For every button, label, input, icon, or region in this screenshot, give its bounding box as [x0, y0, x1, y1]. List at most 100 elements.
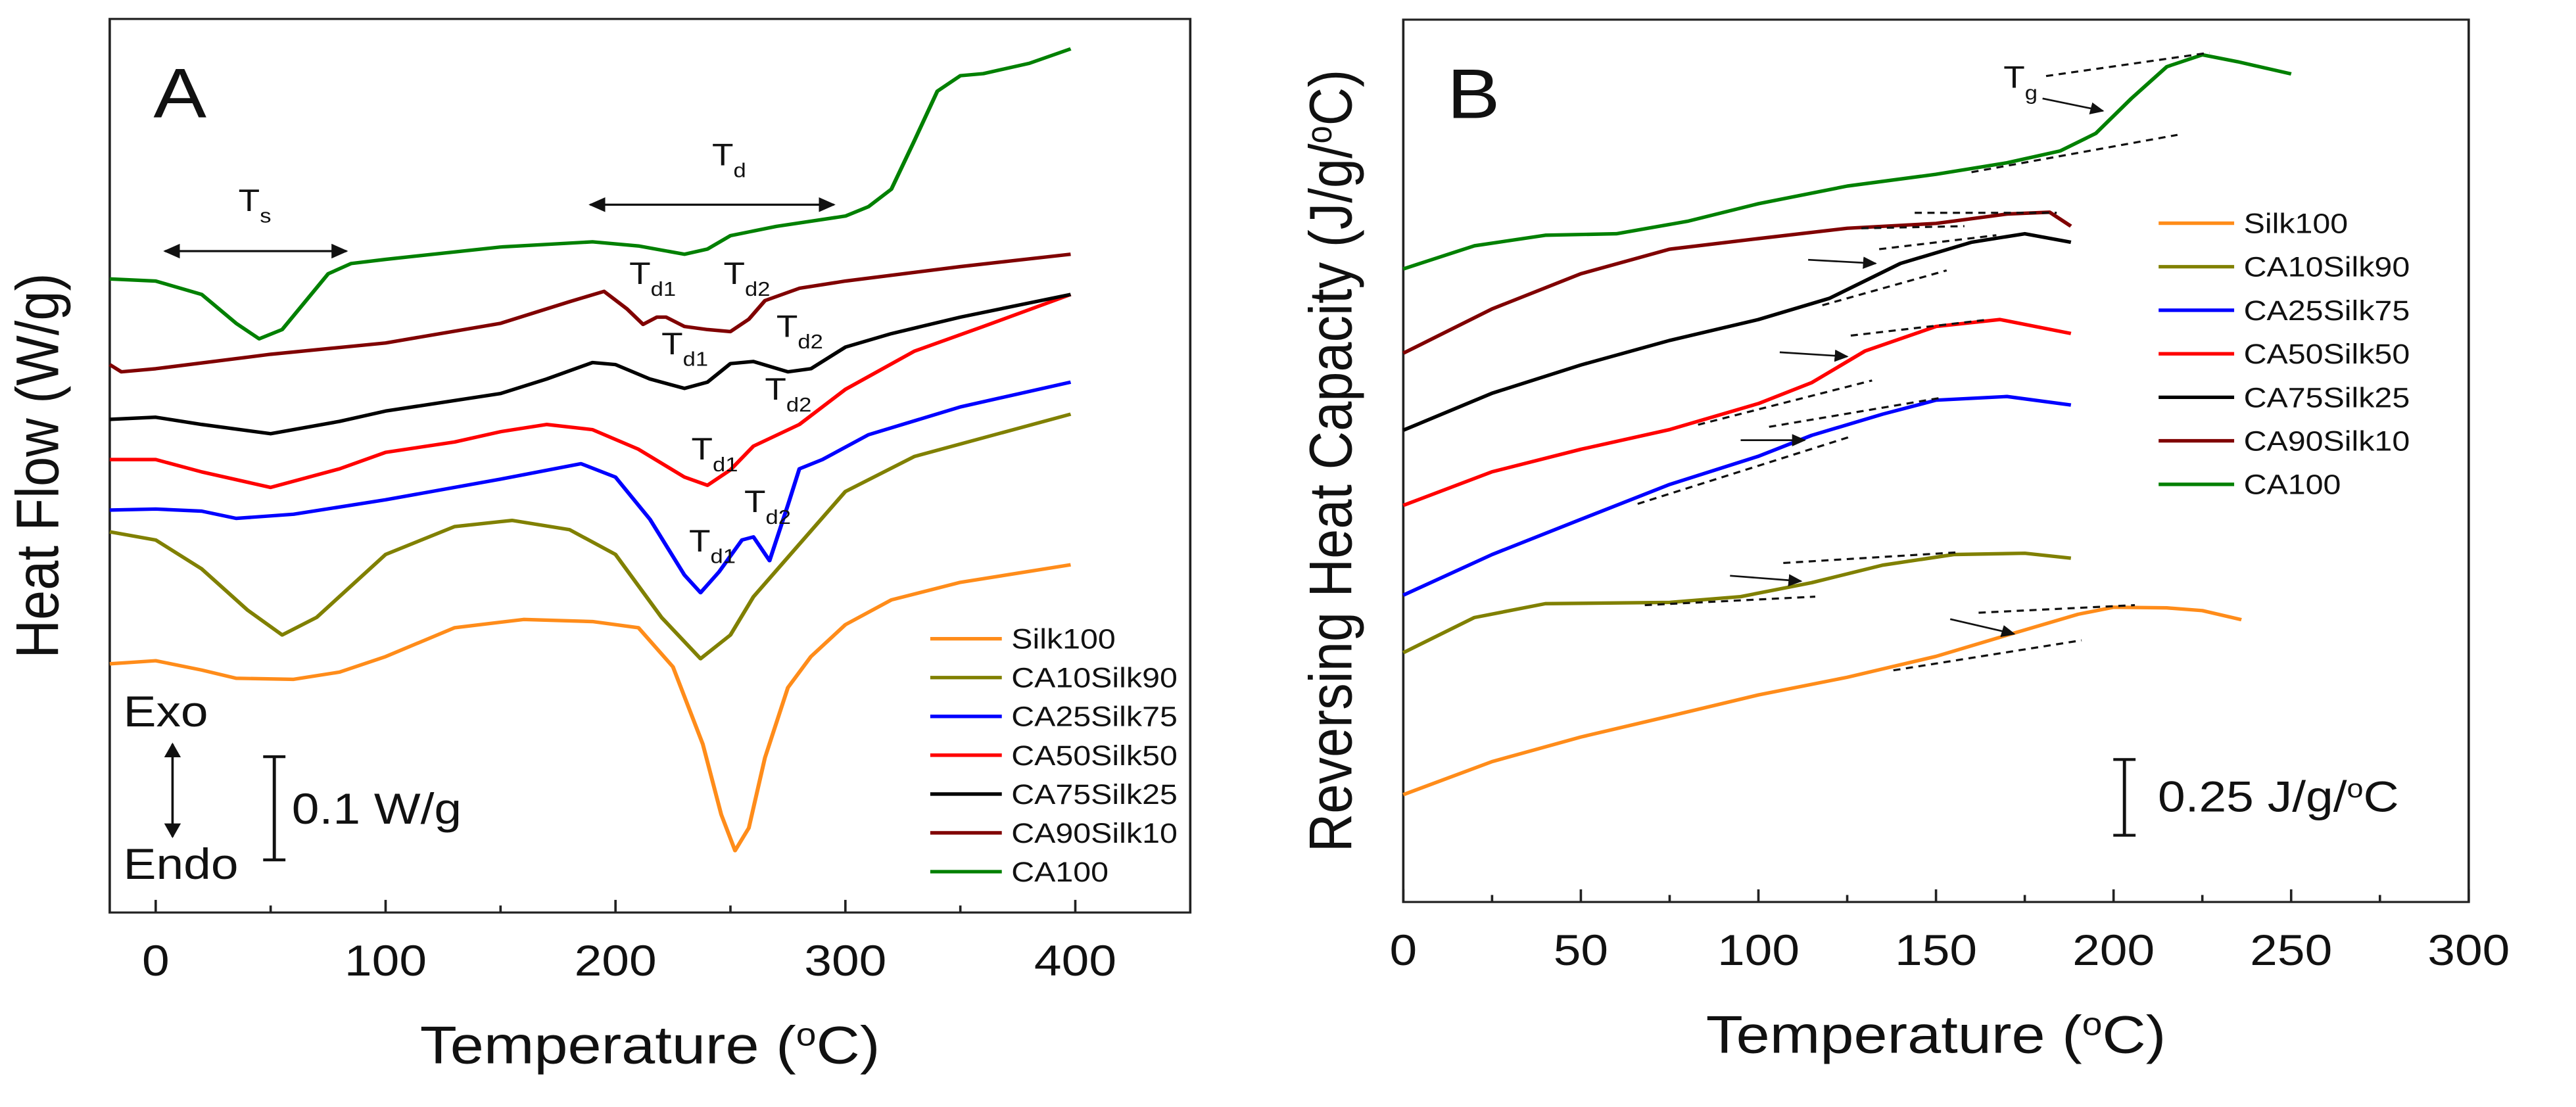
legend-item-ca100: CA100	[2159, 469, 2341, 500]
x-axis-title-sup: o	[796, 1018, 817, 1053]
legend-label: CA100	[2244, 469, 2341, 500]
annotation-label: Td2	[744, 484, 791, 528]
legend-label: CA90Silk10	[1011, 818, 1178, 849]
x-axis-title-post: C)	[2102, 1006, 2166, 1065]
x-tick-label: 0	[142, 936, 170, 985]
tangent-dashed-line	[2045, 51, 2210, 78]
annotation-main: T	[2003, 60, 2025, 95]
legend-label: CA75Silk25	[2244, 382, 2410, 413]
series-line-ca10silk90	[109, 412, 1072, 661]
series-line-ca50silk50	[109, 293, 1072, 490]
x-tick-label: 300	[804, 936, 886, 985]
annotation-main: T	[661, 327, 683, 361]
range-arrow-label: Ts	[239, 183, 272, 227]
annotation-main: T	[765, 372, 786, 406]
tg-arrow	[1730, 574, 1803, 586]
legend-label: CA25Silk75	[1011, 701, 1178, 732]
x-tick-label: 300	[2427, 926, 2510, 974]
annotation-subscript: d2	[745, 277, 770, 300]
series-line-ca25silk75	[1402, 394, 2072, 597]
legend-item-ca50silk50: CA50Silk50	[930, 740, 1178, 771]
scale-bar	[263, 755, 286, 862]
annotation-label: Tg	[2003, 60, 2038, 104]
exo-label: Exo	[123, 687, 208, 736]
legend-label: CA50Silk50	[2244, 339, 2410, 370]
x-tick-label: 100	[1717, 926, 1800, 974]
annotation-subscript: d1	[683, 347, 708, 370]
series-line-ca90silk10	[108, 252, 1071, 374]
x-tick-label: 250	[2250, 926, 2332, 974]
scale-bar-label-main: 0.25 J/g/	[2158, 772, 2347, 820]
range-label-subscript: s	[260, 204, 271, 227]
x-axis-title-sup: o	[2082, 1006, 2103, 1042]
x-axis-title-pre: Temperature (	[1706, 1006, 2082, 1065]
panel-letter: A	[153, 55, 206, 133]
series-line-ca90silk10	[1402, 210, 2072, 355]
legend-item-ca25silk75: CA25Silk75	[2159, 295, 2410, 327]
legend-item-silk100: Silk100	[930, 623, 1116, 655]
annotation-label: Td1	[692, 432, 738, 475]
x-tick-label: 400	[1034, 936, 1116, 985]
legend-item-ca100: CA100	[930, 857, 1109, 888]
range-label-subscript: d	[734, 158, 746, 181]
range-label-main: T	[712, 138, 734, 172]
x-axis-title: Temperature (oC)	[420, 1016, 880, 1075]
y-axis-title: Heat Flow (W/g)	[5, 273, 72, 658]
annotation-label: Td2	[765, 372, 811, 415]
annotation-label: Td2	[723, 256, 770, 300]
x-tick-label: 100	[345, 936, 427, 985]
series-line-ca25silk75	[109, 380, 1072, 595]
legend-item-ca25silk75: CA25Silk75	[930, 701, 1178, 732]
legend-item-ca50silk50: CA50Silk50	[2159, 339, 2410, 370]
legend-item-ca90silk10: CA90Silk10	[930, 818, 1178, 849]
range-label-main: T	[239, 183, 260, 218]
legend-label: CA10Silk90	[1011, 662, 1178, 694]
tangent-dashed-line	[1978, 603, 2135, 614]
y-axis-title-sup: o	[1299, 126, 1339, 143]
legend-item-ca10silk90: CA10Silk90	[2159, 251, 2410, 283]
annotation-subscript: d1	[713, 452, 738, 475]
series-line-ca10silk90	[1402, 551, 2072, 655]
annotation-label: Td2	[776, 309, 823, 352]
tangent-dashed-line	[1850, 318, 1990, 337]
annotation-main: T	[744, 484, 766, 519]
legend-item-ca10silk90: CA10Silk90	[930, 662, 1178, 694]
annotation-subscript: d2	[798, 330, 823, 353]
legend-label: CA25Silk75	[2244, 295, 2410, 327]
tangent-dashed-line	[1861, 225, 1965, 229]
x-tick-label: 150	[1895, 926, 1977, 974]
annotation-subscript: d1	[711, 544, 736, 567]
annotation-label: Td1	[629, 256, 676, 300]
legend-label: CA10Silk90	[2244, 251, 2410, 283]
legend-item-ca75silk25: CA75Silk25	[2159, 382, 2410, 413]
annotation-label: Td1	[661, 327, 708, 370]
annotation-subscript: g	[2025, 81, 2038, 104]
series-line-ca50silk50	[1402, 318, 2072, 507]
tangent-dashed-line	[1878, 234, 1997, 250]
annotation-main: T	[776, 309, 798, 343]
tangent-dashed-line	[1893, 639, 2082, 672]
legend-label: CA90Silk10	[2244, 425, 2410, 457]
panel-letter: B	[1447, 55, 1500, 133]
tg-arrow	[2042, 97, 2105, 115]
tangent-dashed-line	[1783, 551, 1958, 565]
x-tick-label: 200	[2072, 926, 2155, 974]
y-axis-title-pre: Reversing Heat Capacity (J/g/	[1298, 143, 1365, 853]
series-line-ca75silk25	[109, 293, 1072, 436]
series-line-ca100	[109, 47, 1072, 341]
tangent-dashed-line	[1822, 269, 1947, 306]
legend-item-ca90silk10: CA90Silk10	[2159, 425, 2410, 457]
series-line-ca100	[1402, 53, 2292, 271]
x-tick-label: 0	[1389, 926, 1417, 974]
scale-bar-label: 0.1 W/g	[292, 784, 462, 833]
legend-label: CA100	[1011, 857, 1109, 888]
scale-bar-label-sup: o	[2347, 774, 2364, 803]
annotation-subscript: d2	[765, 505, 790, 528]
tg-arrow	[1808, 256, 1877, 270]
annotation-subscript: d2	[786, 392, 811, 415]
tangent-dashed-line	[1971, 133, 2178, 174]
legend-label: Silk100	[1011, 623, 1116, 655]
tg-arrow	[1949, 618, 2016, 638]
